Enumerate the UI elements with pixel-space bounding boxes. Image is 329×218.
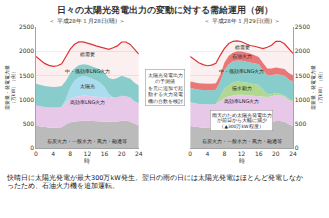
svg-text:8: 8 <box>68 150 72 157</box>
svg-text:0: 0 <box>34 150 38 157</box>
svg-text:0: 0 <box>188 150 192 157</box>
svg-text:500: 500 <box>23 120 35 127</box>
svg-text:2500: 2500 <box>19 23 34 30</box>
svg-text:雨天のため太陽光発電出力が前日から大幅に減少（▲300万kW: 雨天のため太陽光発電出力が前日から大幅に減少（▲300万kW程度） <box>212 112 272 130</box>
svg-text:石炭火力・一般水力・風力・融通等: 石炭火力・一般水力・風力・融通等 <box>47 138 127 144</box>
svg-text:20: 20 <box>118 150 126 157</box>
svg-text:高効率LNG火力: 高効率LNG火力 <box>70 99 105 105</box>
svg-text:太陽光発電出力の予測値を元に追加で起動する火力発電機の台数を: 太陽光発電出力の予測値を元に追加で起動する火力発電機の台数を検討 <box>148 72 183 104</box>
svg-text:＜ 平成28年１月29日(雨) ＞: ＜ 平成28年１月29日(雨) ＞ <box>204 18 280 24</box>
svg-text:16: 16 <box>255 150 263 157</box>
svg-text:揚水勤力: 揚水勤力 <box>232 85 252 91</box>
svg-text:1000: 1000 <box>19 96 34 103</box>
svg-text:高効率LNG火力: 高効率LNG火力 <box>224 98 259 104</box>
svg-text:石油火力: 石油火力 <box>232 53 252 59</box>
svg-text:石炭火力・一般水力・風力・融通等: 石炭火力・一般水力・風力・融通等 <box>202 138 282 144</box>
svg-text:0: 0 <box>295 144 299 151</box>
svg-text:需要量・発電電力量（万kW）（例）: 需要量・発電電力量（万kW）（例） <box>4 65 16 110</box>
svg-text:時: 時 <box>84 157 90 164</box>
svg-text:8: 8 <box>223 150 227 157</box>
svg-text:500: 500 <box>295 120 307 127</box>
svg-text:2500: 2500 <box>295 23 310 30</box>
svg-text:2000: 2000 <box>295 47 310 54</box>
svg-text:12: 12 <box>84 150 92 157</box>
svg-text:2000: 2000 <box>19 47 34 54</box>
svg-text:総需要: 総需要 <box>79 51 95 57</box>
svg-text:4: 4 <box>51 150 55 157</box>
svg-text:24: 24 <box>289 150 297 157</box>
svg-text:総需要: 総需要 <box>234 44 250 50</box>
svg-text:太陽光: 太陽光 <box>80 83 95 89</box>
svg-text:1500: 1500 <box>295 72 310 79</box>
svg-text:日々の太陽光発電出力の変動に対する需給運用（例）: 日々の太陽光発電出力の変動に対する需給運用（例） <box>57 5 273 15</box>
svg-text:快晴日に太陽光発電が最大300万kW発生。翌日の雨の日には太: 快晴日に太陽光発電が最大300万kW発生。翌日の雨の日には太陽光発電はほとんど発… <box>6 174 303 190</box>
svg-text:20: 20 <box>272 150 280 157</box>
svg-text:16: 16 <box>101 150 109 157</box>
svg-text:1000: 1000 <box>295 96 310 103</box>
svg-text:中・低効率LNG火力: 中・低効率LNG火力 <box>65 68 110 74</box>
svg-text:12: 12 <box>238 150 246 157</box>
svg-text:24: 24 <box>135 150 143 157</box>
svg-text:時: 時 <box>239 157 245 164</box>
svg-text:需要量・発電電力量（万kW）（例）: 需要量・発電電力量（万kW）（例） <box>310 65 323 110</box>
svg-text:中・低効率LNG火力: 中・低効率LNG火力 <box>219 68 264 74</box>
svg-text:1500: 1500 <box>19 72 34 79</box>
svg-text:0: 0 <box>30 144 34 151</box>
svg-text:＜ 平成28年１月28日(晴) ＞: ＜ 平成28年１月28日(晴) ＞ <box>49 18 125 24</box>
svg-text:4: 4 <box>205 150 209 157</box>
